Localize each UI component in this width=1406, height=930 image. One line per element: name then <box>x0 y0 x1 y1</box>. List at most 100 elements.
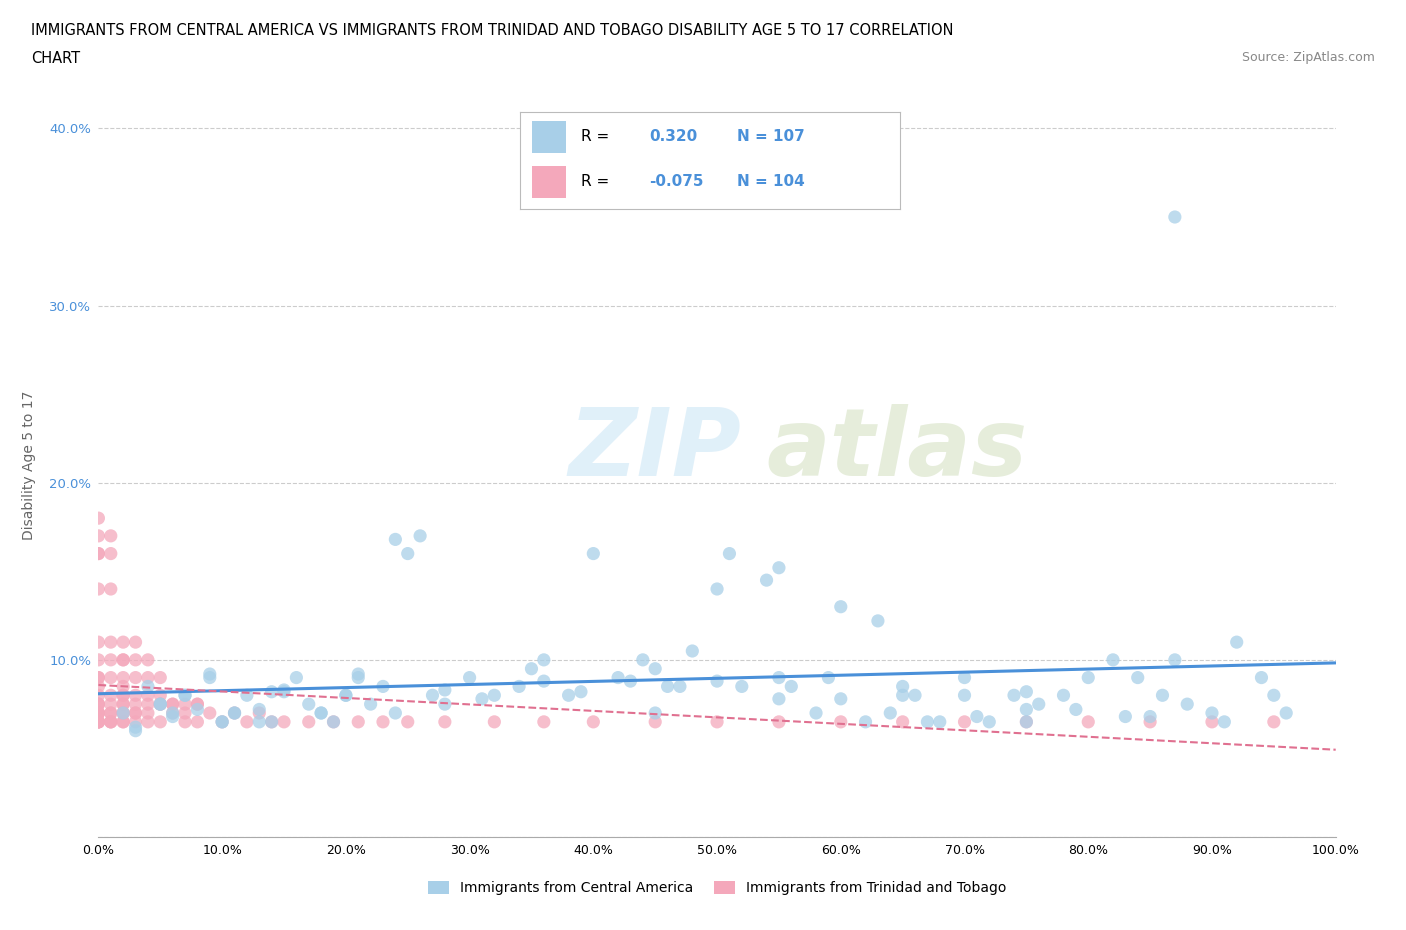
Point <box>891 679 914 694</box>
Point <box>1263 688 1285 703</box>
Point <box>211 714 233 729</box>
Point <box>1213 714 1236 729</box>
Point <box>1077 671 1099 685</box>
Point <box>557 688 579 703</box>
Point <box>768 560 790 575</box>
Point <box>260 714 283 729</box>
Point <box>371 714 394 729</box>
Point <box>273 684 295 699</box>
Point <box>1263 714 1285 729</box>
Point <box>731 679 754 694</box>
Point <box>186 714 208 729</box>
Point <box>124 720 146 735</box>
Point <box>149 697 172 711</box>
Point <box>631 653 654 668</box>
Point <box>422 688 444 703</box>
Point <box>224 706 246 721</box>
Text: Source: ZipAtlas.com: Source: ZipAtlas.com <box>1241 51 1375 64</box>
Point <box>533 653 555 668</box>
Point <box>100 714 122 729</box>
Point <box>100 714 122 729</box>
Point <box>100 528 122 543</box>
Point <box>87 706 110 721</box>
FancyBboxPatch shape <box>531 166 565 197</box>
Point <box>1164 209 1187 224</box>
Point <box>100 634 122 649</box>
Point <box>100 581 122 596</box>
Point <box>953 688 976 703</box>
Point <box>273 683 295 698</box>
Point <box>755 573 778 588</box>
Point <box>100 546 122 561</box>
Text: N = 107: N = 107 <box>737 129 804 144</box>
Point <box>112 634 135 649</box>
Point <box>309 706 332 721</box>
Point <box>198 671 221 685</box>
Point <box>928 714 950 729</box>
Point <box>112 706 135 721</box>
Point <box>124 653 146 668</box>
Point <box>347 667 370 682</box>
Point <box>347 714 370 729</box>
Point <box>1028 697 1050 711</box>
Point <box>186 697 208 711</box>
Point <box>273 714 295 729</box>
Point <box>149 697 172 711</box>
Point <box>87 679 110 694</box>
Point <box>136 688 159 703</box>
Point <box>186 697 208 711</box>
Y-axis label: Disability Age 5 to 17: Disability Age 5 to 17 <box>21 391 35 539</box>
Point <box>1126 671 1149 685</box>
Text: R =: R = <box>581 175 614 190</box>
Point <box>236 688 259 703</box>
Point <box>804 706 827 721</box>
Point <box>285 671 308 685</box>
Text: N = 104: N = 104 <box>737 175 804 190</box>
Point <box>112 653 135 668</box>
Point <box>1015 684 1038 699</box>
Point <box>433 714 456 729</box>
Point <box>433 683 456 698</box>
Point <box>87 581 110 596</box>
Point <box>112 714 135 729</box>
Point <box>953 671 976 685</box>
Point <box>1250 671 1272 685</box>
Point <box>1201 706 1223 721</box>
Point <box>644 714 666 729</box>
Point <box>149 697 172 711</box>
Point <box>582 714 605 729</box>
Point <box>136 714 159 729</box>
Point <box>87 714 110 729</box>
Point <box>136 697 159 711</box>
Point <box>1015 714 1038 729</box>
Point <box>100 706 122 721</box>
Point <box>136 706 159 721</box>
Point <box>174 688 197 703</box>
Point <box>484 688 506 703</box>
Point <box>396 546 419 561</box>
Point <box>124 671 146 685</box>
Point <box>780 679 803 694</box>
Text: R =: R = <box>581 129 614 144</box>
Point <box>211 714 233 729</box>
Point <box>174 697 197 711</box>
Text: -0.075: -0.075 <box>650 175 704 190</box>
Point <box>322 714 344 729</box>
Text: CHART: CHART <box>31 51 80 66</box>
Point <box>298 714 321 729</box>
Point <box>87 714 110 729</box>
Point <box>298 697 321 711</box>
Point <box>706 581 728 596</box>
Point <box>718 546 741 561</box>
Point <box>100 706 122 721</box>
Point <box>1201 714 1223 729</box>
Point <box>458 671 481 685</box>
Point <box>569 684 592 699</box>
Point <box>582 546 605 561</box>
Point <box>87 706 110 721</box>
Point <box>162 697 184 711</box>
Point <box>124 714 146 729</box>
Point <box>112 653 135 668</box>
Point <box>124 697 146 711</box>
Point <box>100 714 122 729</box>
